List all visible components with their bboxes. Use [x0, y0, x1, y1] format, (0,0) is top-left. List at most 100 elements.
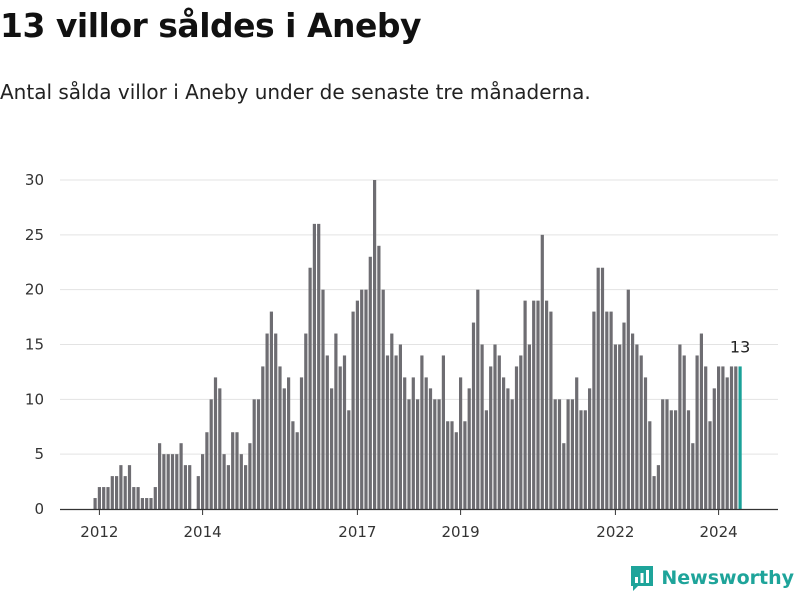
bar: [549, 311, 553, 509]
y-tick-label: 0: [34, 500, 44, 518]
bar: [248, 443, 252, 509]
bar: [652, 476, 656, 509]
bar: [136, 487, 140, 509]
bar: [656, 465, 660, 509]
bar: [467, 388, 471, 509]
value-annotation: 13: [730, 337, 750, 356]
bar: [394, 355, 398, 509]
bar: [592, 311, 596, 509]
bar: [213, 377, 218, 509]
bar: [545, 300, 549, 509]
bar: [596, 267, 600, 509]
bar: [351, 311, 355, 509]
bar: [575, 377, 579, 509]
bar: [196, 476, 200, 509]
bar: [342, 355, 347, 509]
y-axis-ticks: 0 5 10 15 20 25 30: [25, 171, 44, 518]
bar: [704, 366, 708, 509]
bar: [102, 487, 106, 509]
bar: [244, 465, 248, 509]
bar: [381, 289, 385, 509]
bar: [282, 388, 286, 509]
bar: [338, 366, 342, 509]
bar: [115, 476, 119, 509]
bar: [583, 410, 587, 509]
annotation-label: 13: [730, 337, 750, 356]
bar: [158, 443, 162, 509]
bar: [385, 355, 390, 509]
bar: [252, 399, 256, 509]
bar: [153, 487, 157, 509]
bar: [691, 443, 695, 509]
bar: [334, 333, 338, 509]
bar: [110, 476, 114, 509]
y-tick-label: 15: [25, 336, 44, 354]
bar: [145, 498, 149, 509]
bar: [729, 366, 734, 509]
bar: [699, 333, 703, 509]
bar: [446, 421, 450, 509]
bar: [523, 300, 527, 509]
bar: [661, 399, 665, 509]
bar: [708, 421, 712, 509]
bar: [459, 377, 463, 509]
bar: [588, 388, 592, 509]
bar: [317, 223, 321, 509]
bar: [562, 443, 566, 509]
bar: [471, 322, 476, 509]
bar: [497, 355, 501, 509]
bar: [648, 421, 652, 509]
bar: [140, 498, 144, 509]
bar: [287, 377, 291, 509]
grid-lines: [60, 179, 778, 455]
bar: [433, 399, 437, 509]
newsworthy-brand: Newsworthy: [629, 564, 794, 592]
bar: [407, 399, 411, 509]
bar: [463, 421, 467, 509]
brand-name: Newsworthy: [661, 567, 794, 589]
bar: [424, 377, 428, 509]
x-tick-label: 2024: [700, 523, 738, 541]
bar: [631, 333, 635, 509]
bar: [226, 465, 230, 509]
bar: [527, 344, 531, 509]
bar: [398, 344, 402, 509]
bar: [256, 399, 261, 509]
bar: [269, 311, 273, 509]
bar: [347, 410, 351, 509]
bar: [570, 399, 574, 509]
bar: [265, 333, 269, 509]
bar: [377, 245, 381, 510]
bar: [274, 333, 278, 509]
y-tick-label: 30: [25, 171, 44, 189]
bar: [330, 388, 334, 509]
bar: [639, 355, 643, 509]
bar: [626, 289, 630, 509]
bar: [97, 487, 101, 509]
bar: [403, 377, 407, 509]
bar: [506, 388, 510, 509]
bar: [373, 180, 377, 509]
bar: [605, 311, 609, 509]
bar: [179, 443, 183, 509]
bar: [493, 344, 497, 509]
bar: [600, 267, 605, 509]
bar: [308, 267, 312, 509]
bar: [304, 333, 308, 509]
bar: [222, 454, 226, 509]
bar: [278, 366, 282, 509]
bar: [536, 300, 540, 509]
bar: [695, 355, 699, 509]
bar: [480, 344, 484, 509]
bar: [360, 289, 364, 509]
bar: [149, 498, 153, 509]
bar: [325, 355, 329, 509]
bar: [201, 454, 205, 509]
bar: [261, 366, 265, 509]
bar: [295, 432, 299, 509]
chart-subtitle: Antal sålda villor i Aneby under de sena…: [0, 80, 591, 104]
bar: [235, 432, 239, 509]
bar: [725, 377, 729, 509]
bar: [635, 344, 639, 509]
bar-highlighted: [738, 366, 742, 509]
